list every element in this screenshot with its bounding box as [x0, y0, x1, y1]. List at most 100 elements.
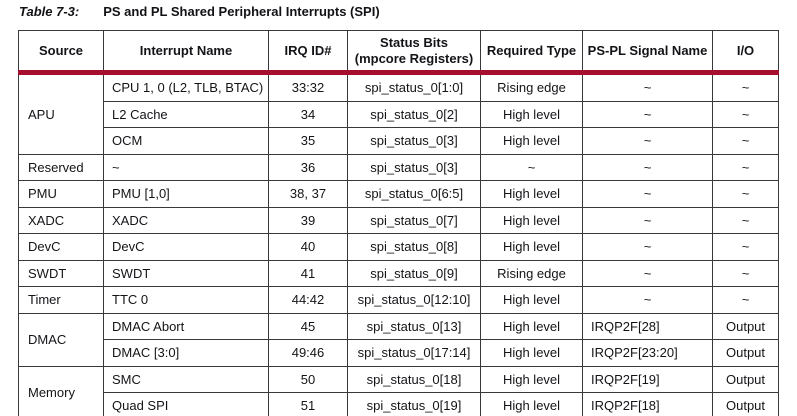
interrupt-name-cell: SMC: [103, 365, 269, 393]
irq-id-cell: 35: [268, 127, 348, 155]
required-type-cell: High level: [480, 180, 583, 208]
signal-name-cell: ~: [582, 153, 713, 181]
table-row: DMAC [3:0] 49:46 spi_status_0[17:14] High l…: [19, 339, 779, 367]
column-header-required-type: Required Type: [480, 30, 583, 75]
status-bits-cell: spi_status_0[13]: [347, 312, 481, 340]
interrupt-name-cell: OCM: [103, 127, 269, 155]
status-bits-cell: spi_status_0[8]: [347, 233, 481, 261]
table-row: DevC DevC 40 spi_status_0[8] High level ~ ~: [18, 233, 779, 261]
status-bits-cell: spi_status_0[6:5]: [347, 180, 481, 208]
table-row: PMU PMU [1,0] 38, 37 spi_status_0[6:5] High …: [18, 180, 779, 208]
status-bits-cell: spi_status_0[18]: [347, 365, 481, 393]
caption-title: PS and PL Shared Peripheral Interrupts (…: [103, 4, 380, 19]
required-type-cell: High level: [480, 392, 583, 416]
required-type-cell: High level: [480, 127, 583, 155]
interrupt-name-cell: DMAC Abort: [103, 312, 269, 340]
status-bits-cell: spi_status_0[2]: [347, 100, 481, 128]
io-cell: ~: [712, 259, 779, 287]
signal-name-cell: ~: [582, 180, 713, 208]
irq-id-cell: 51: [268, 392, 348, 416]
required-type-cell: High level: [480, 339, 583, 367]
signal-name-cell: ~: [582, 286, 713, 314]
interrupt-name-cell: ~: [103, 153, 269, 181]
io-cell: Output: [712, 312, 779, 340]
table-row: XADC XADC 39 spi_status_0[7] High level ~ ~: [18, 206, 779, 234]
signal-name-cell: IRQP2F[19]: [582, 365, 713, 393]
interrupt-name-cell: L2 Cache: [103, 100, 269, 128]
irq-id-cell: 33:32: [268, 72, 348, 102]
column-header-source: Source: [18, 30, 104, 75]
column-header-status-bits: Status Bits (mpcore Registers): [347, 30, 481, 75]
irq-id-cell: 34: [268, 100, 348, 128]
source-cell: Reserved: [18, 153, 104, 181]
signal-name-cell: IRQP2F[23:20]: [582, 339, 713, 367]
io-cell: Output: [712, 339, 779, 367]
status-bits-cell: spi_status_0[12:10]: [347, 286, 481, 314]
required-type-cell: High level: [480, 233, 583, 261]
caption-table-number: Table 7-3:: [19, 4, 80, 19]
column-header-io: I/O: [712, 30, 779, 75]
column-header-interrupt-name: Interrupt Name: [103, 30, 269, 75]
source-cell: DMAC: [18, 312, 104, 367]
table-row: OCM 35 spi_status_0[3] High level ~ ~: [19, 127, 779, 155]
io-cell: ~: [712, 153, 779, 181]
irq-id-cell: 50: [268, 365, 348, 393]
io-cell: Output: [712, 365, 779, 393]
table-body: APU CPU 1, 0 (L2, TLB, BTAC) 33:32 spi_stat…: [18, 72, 779, 416]
status-bits-cell: spi_status_0[17:14]: [347, 339, 481, 367]
signal-name-cell: ~: [582, 206, 713, 234]
source-cell: Timer: [18, 286, 104, 314]
table-row: SWDT SWDT 41 spi_status_0[9] Rising edge ~ ~: [18, 259, 779, 287]
source-cell: APU: [18, 72, 104, 155]
required-type-cell: Rising edge: [480, 259, 583, 287]
signal-name-cell: ~: [582, 100, 713, 128]
signal-name-cell: ~: [582, 127, 713, 155]
required-type-cell: High level: [480, 312, 583, 340]
status-bits-cell: spi_status_0[1:0]: [347, 72, 481, 102]
spi-table: Source Interrupt Name IRQ ID# Status Bit…: [18, 30, 779, 416]
io-cell: Output: [712, 392, 779, 416]
status-bits-cell: spi_status_0[19]: [347, 392, 481, 416]
interrupt-name-cell: PMU [1,0]: [103, 180, 269, 208]
interrupt-name-cell: DMAC [3:0]: [103, 339, 269, 367]
irq-id-cell: 49:46: [268, 339, 348, 367]
signal-name-cell: ~: [582, 259, 713, 287]
interrupt-name-cell: TTC 0: [103, 286, 269, 314]
io-cell: ~: [712, 206, 779, 234]
signal-name-cell: IRQP2F[28]: [582, 312, 713, 340]
required-type-cell: High level: [480, 206, 583, 234]
io-cell: ~: [712, 233, 779, 261]
io-cell: ~: [712, 180, 779, 208]
irq-id-cell: 41: [268, 259, 348, 287]
io-cell: ~: [712, 286, 779, 314]
interrupt-name-cell: Quad SPI: [103, 392, 269, 416]
interrupt-name-cell: XADC: [103, 206, 269, 234]
table-caption: Table 7-3: PS and PL Shared Peripheral In…: [19, 4, 380, 19]
source-cell: Memory: [18, 365, 104, 416]
signal-name-cell: ~: [582, 233, 713, 261]
irq-id-cell: 40: [268, 233, 348, 261]
required-type-cell: High level: [480, 100, 583, 128]
required-type-cell: ~: [480, 153, 583, 181]
table-row: Quad SPI 51 spi_status_0[19] High level IRQP…: [19, 392, 779, 416]
table-row: Timer TTC 0 44:42 spi_status_0[12:10] High l…: [18, 286, 779, 314]
interrupt-name-cell: CPU 1, 0 (L2, TLB, BTAC): [103, 72, 269, 102]
table-row: Reserved ~36 spi_status_0[3] ~ ~ ~: [18, 153, 779, 181]
table-row: L2 Cache 34 spi_status_0[2] High level ~ ~: [19, 100, 779, 128]
status-bits-cell: spi_status_0[3]: [347, 127, 481, 155]
irq-id-cell: 39: [268, 206, 348, 234]
io-cell: ~: [712, 72, 779, 102]
interrupt-name-cell: DevC: [103, 233, 269, 261]
table-row: APU CPU 1, 0 (L2, TLB, BTAC) 33:32 spi_stat…: [18, 72, 779, 155]
irq-id-cell: 44:42: [268, 286, 348, 314]
source-cell: SWDT: [18, 259, 104, 287]
column-header-signal-name: PS-PL Signal Name: [582, 30, 713, 75]
signal-name-cell: ~: [582, 72, 713, 102]
source-cell: PMU: [18, 180, 104, 208]
status-bits-cell: spi_status_0[3]: [347, 153, 481, 181]
required-type-cell: High level: [480, 286, 583, 314]
table-row: Memory SMC 50 spi_status_0[18] High level IRQ…: [18, 365, 779, 416]
irq-id-cell: 36: [268, 153, 348, 181]
irq-id-cell: 38, 37: [268, 180, 348, 208]
